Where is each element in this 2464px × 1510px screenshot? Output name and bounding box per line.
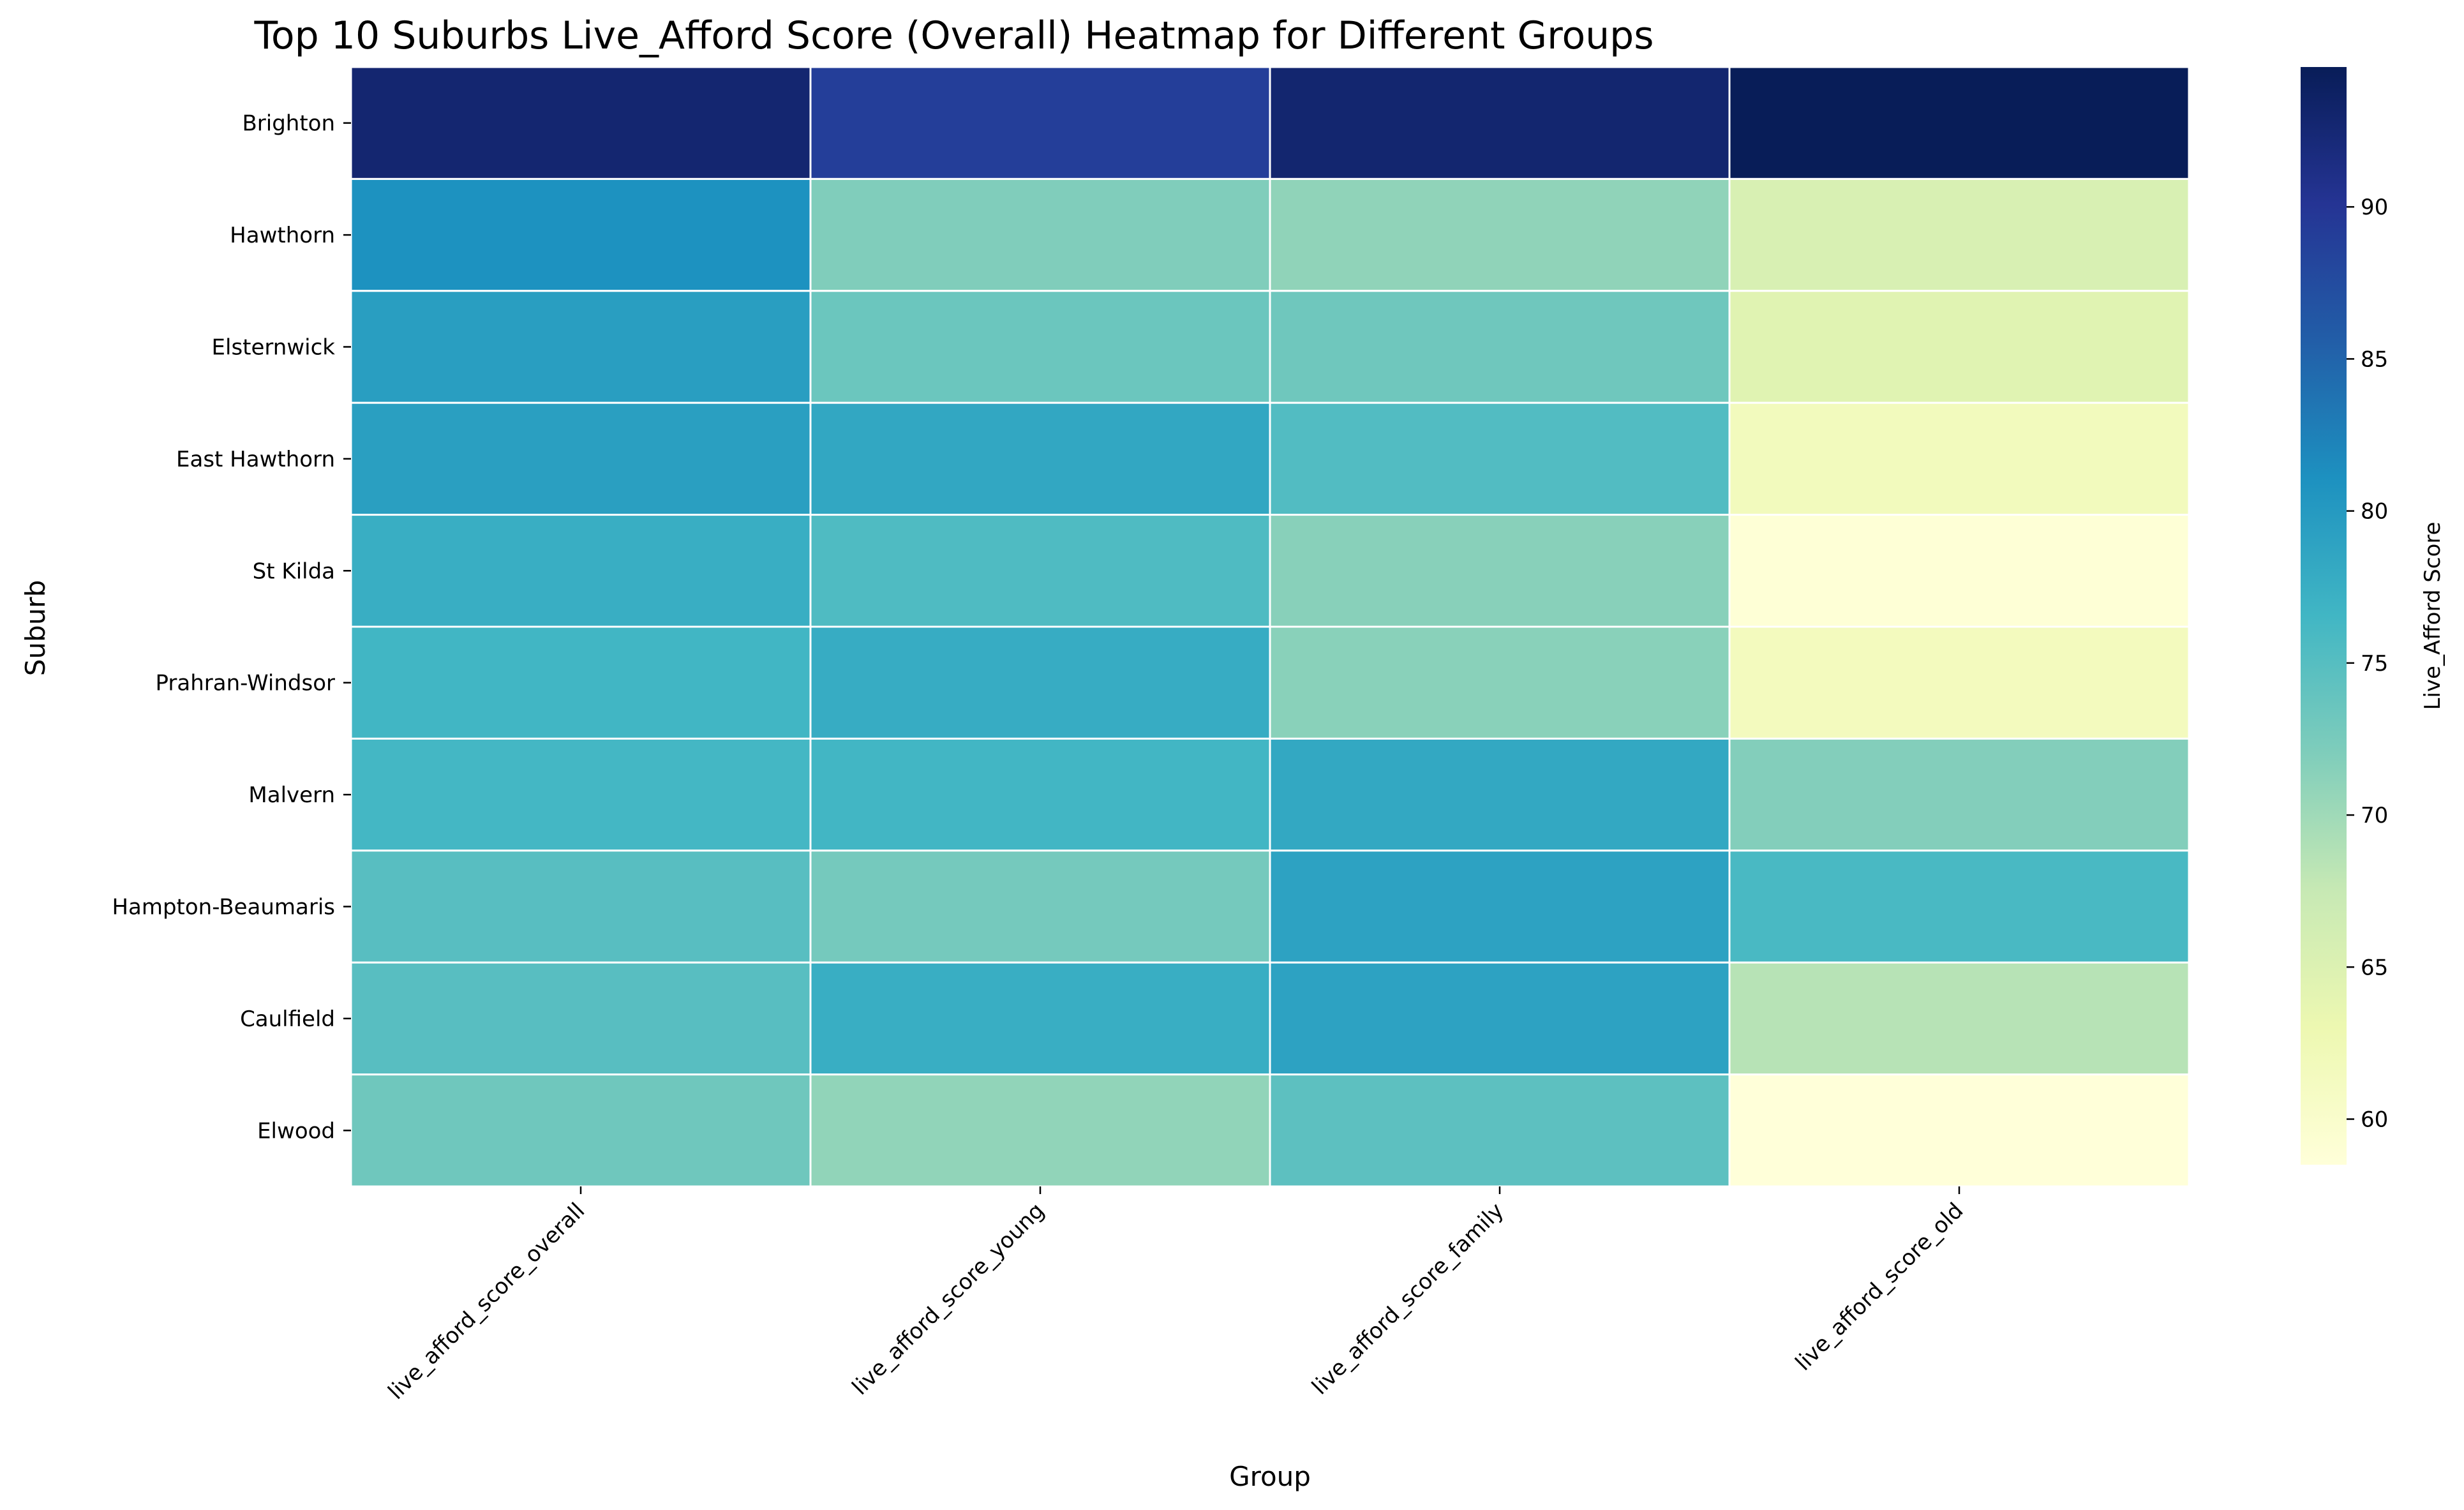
heatmap-cell: [1269, 849, 1731, 964]
heatmap-cell: [1269, 961, 1731, 1076]
row-tick-label: Prahran-Windsor: [156, 671, 335, 696]
heatmap-cell: [809, 401, 1271, 516]
heatmap-cell: [1728, 177, 2190, 292]
heatmap-cell: [350, 737, 812, 852]
heatmap-cell: [809, 290, 1271, 404]
heatmap-cell: [809, 961, 1271, 1076]
column-tick-label: live_afford_score_overall: [384, 1198, 590, 1405]
colorbar-tick-label: 80: [2361, 499, 2388, 525]
heatmap-cell: [350, 961, 812, 1076]
heatmap-cell: [1728, 737, 2190, 852]
row-tick-label: East Hawthorn: [176, 447, 335, 472]
heatmap-cells: [350, 66, 2190, 1188]
heatmap-cell: [1728, 66, 2190, 180]
heatmap-cell: [350, 290, 812, 404]
heatmap-cell: [1728, 625, 2190, 740]
heatmap-cell: [1269, 625, 1731, 740]
heatmap-cell: [1269, 177, 1731, 292]
colorbar-label: Live_Afford Score: [2420, 522, 2445, 710]
column-tick-labels: live_afford_score_overall live_afford_sco…: [384, 1186, 1969, 1405]
colorbar-tick-label: 60: [2361, 1107, 2388, 1133]
heatmap-cell: [350, 514, 812, 628]
heatmap-cell: [1728, 401, 2190, 516]
colorbar: 60 65 70 75 80 85 90 Live_Afford Score: [2301, 67, 2445, 1165]
heatmap-cell: [809, 177, 1271, 292]
heatmap-cell: [1728, 961, 2190, 1076]
column-tick-label: live_afford_score_young: [847, 1198, 1050, 1400]
row-tick-labels: Brighton Hawthorn Elsternwick East Hawthorn…: [112, 111, 351, 1144]
heatmap-cell: [1728, 290, 2190, 404]
row-tick-label: Hampton-Beaumaris: [112, 895, 335, 920]
y-axis-label: Suburb: [20, 580, 51, 677]
colorbar-tick-label: 65: [2361, 955, 2388, 980]
colorbar-ticks: 60 65 70 75 80 85 90: [2347, 195, 2388, 1133]
x-axis-label: Group: [1229, 1461, 1311, 1492]
heatmap-cell: [809, 1073, 1271, 1188]
heatmap-cell: [1728, 849, 2190, 964]
heatmap-cell: [809, 66, 1271, 180]
heatmap-cell: [1728, 514, 2190, 628]
heatmap-cell: [350, 849, 812, 964]
heatmap-cell: [809, 625, 1271, 740]
heatmap-cell: [350, 66, 812, 180]
heatmap-cell: [1269, 290, 1731, 404]
colorbar-tick-label: 90: [2361, 195, 2388, 220]
colorbar-tick-label: 70: [2361, 803, 2388, 828]
heatmap-cell: [1269, 1073, 1731, 1188]
heatmap-cell: [809, 514, 1271, 628]
heatmap-cell: [1269, 737, 1731, 852]
chart-title: Top 10 Suburbs Live_Afford Score (Overal…: [253, 13, 1654, 58]
row-tick-label: Caulfield: [240, 1006, 335, 1032]
row-tick-label: Malvern: [248, 782, 335, 808]
heatmap-cell: [809, 849, 1271, 964]
row-tick-label: Hawthorn: [230, 223, 335, 248]
heatmap-cell: [350, 1073, 812, 1188]
heatmap-cell: [1269, 66, 1731, 180]
heatmap-cell: [1269, 401, 1731, 516]
column-tick-label: live_afford_score_family: [1307, 1198, 1509, 1400]
heatmap-cell: [1728, 1073, 2190, 1188]
row-tick-label: St Kilda: [253, 558, 335, 584]
colorbar-tick-label: 75: [2361, 651, 2388, 677]
row-tick-label: Elwood: [257, 1118, 335, 1144]
heatmap-cell: [350, 625, 812, 740]
colorbar-tick-label: 85: [2361, 347, 2388, 372]
row-tick-label: Elsternwick: [212, 335, 336, 361]
heatmap-cell: [809, 737, 1271, 852]
heatmap-cell: [350, 401, 812, 516]
heatmap-cell: [1269, 514, 1731, 628]
heatmap-cell: [350, 177, 812, 292]
column-tick-label: live_afford_score_old: [1791, 1198, 1969, 1376]
colorbar-gradient: [2301, 67, 2347, 1165]
row-tick-label: Brighton: [242, 111, 335, 137]
